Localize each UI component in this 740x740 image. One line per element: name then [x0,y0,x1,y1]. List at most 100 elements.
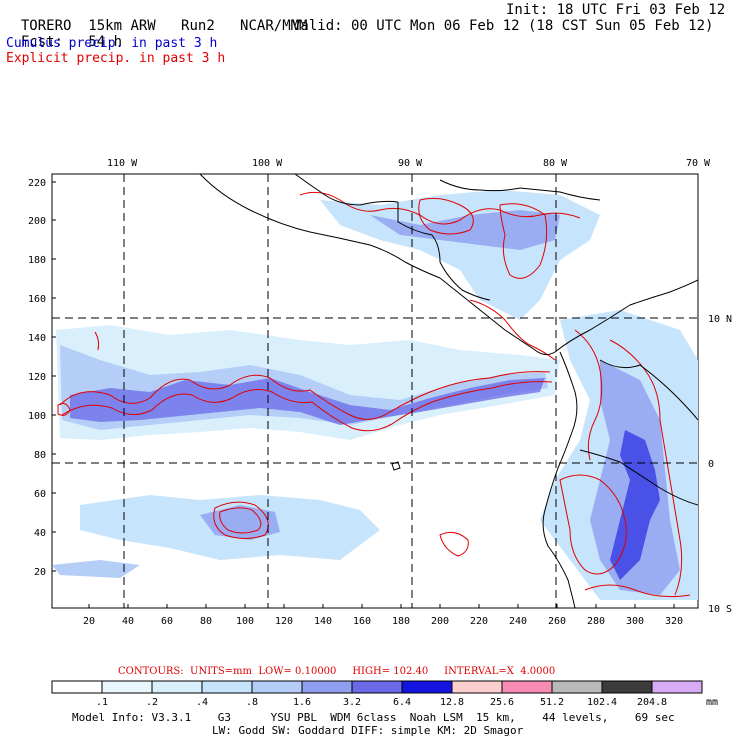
colorbar-label: 102.4 [587,697,617,708]
colorbar-cell [651,680,703,694]
colorbar-label: 25.6 [490,697,514,708]
cumulus-southwest-strip [52,560,140,578]
x-tick: 160 [353,616,371,627]
fcst-label: Fcst: [20,34,64,50]
colorbar-cell [251,680,303,694]
lat-label-10n: 10 N [708,314,732,325]
lon-label-90w: 90 W [398,158,423,169]
colorbar-cell [301,680,353,694]
model-info-line2: LW: Godd SW: Goddard DIFF: simple KM: 2D… [212,724,524,737]
colorbar-cell [201,680,253,694]
y-tick: 120 [28,372,46,383]
lat-label-0: 0 [708,459,714,470]
colorbar-cell [401,680,453,694]
x-tick: 40 [122,616,134,627]
lon-label-80w: 80 W [543,158,568,169]
contour-units: UNITS=mm [190,666,253,677]
org-label: NCAR/MMM [240,18,308,34]
contour-label: CONTOURS: [118,666,184,677]
lon-label-70w: 70 W [686,158,711,169]
y-tick: 20 [34,567,46,578]
colorbar-label: .4 [196,697,208,708]
y-tick: 80 [34,450,46,461]
x-index-labels: 20 40 60 80 100 120 140 160 180 200 220 … [83,616,683,627]
colorbar-units: mm [706,697,718,708]
colorbar-label: 1.6 [293,697,311,708]
forecast-hour: Fcst: 54 h [4,18,122,50]
valid-time: Valid: 00 UTC Mon 06 Feb 12 (18 CST Sun … [292,18,714,34]
coast-caribbean [439,179,601,201]
y-tick: 200 [28,216,46,227]
colorbar-cell [101,680,153,694]
cumulus-caribbean-core [370,210,560,250]
fcst-value: 54 h [88,34,123,50]
coast-southamerica-west [542,351,578,608]
contour-info: CONTOURS: UNITS=mm LOW= 0.10000 HIGH= 10… [118,666,555,677]
x-tick: 200 [431,616,449,627]
coast-yucatan [397,202,491,301]
run-label: Run2 [181,18,215,34]
cumulus-field-label: Cumulus precip. in past 3 h [6,36,218,51]
colorbar-label: 6.4 [393,697,411,708]
axis-ticks [52,181,675,608]
colorbar-label: .2 [146,697,158,708]
contour-interval: INTERVAL=X 4.0000 [444,666,556,677]
colorbar: .1 .2 .4 .8 1.6 3.2 6.4 12.8 25.6 51.2 102.4 204.8 m… [51,680,718,708]
init-time: Init: 18 UTC Fri 03 Feb 12 [506,2,726,18]
latlon-grid [52,174,698,608]
x-tick: 220 [470,616,488,627]
x-tick: 100 [236,616,254,627]
colorbar-label: .1 [96,697,108,708]
coast-peru-border [579,449,698,506]
explicit-field-label: Explicit precip. in past 3 h [6,51,226,66]
y-tick: 220 [28,178,46,189]
y-tick: 180 [28,255,46,266]
x-tick: 20 [83,616,95,627]
colorbar-cell [51,680,103,694]
lon-label-100w: 100 W [252,158,283,169]
x-tick: 240 [509,616,527,627]
x-tick: 320 [665,616,683,627]
colorbar-cell [151,680,203,694]
model-name: TORERO [20,18,72,34]
precip-layer [52,190,698,600]
contour-high: HIGH= 102.40 [352,666,429,677]
x-tick: 300 [626,616,644,627]
x-tick: 60 [161,616,173,627]
y-index-labels: 220 200 180 160 140 120 100 80 60 40 20 [28,178,46,578]
colorbar-cell [551,680,603,694]
cumulus-band-heavy [70,378,545,425]
explicit-contours [57,191,691,598]
colorbar-cell [451,680,503,694]
x-tick: 260 [548,616,566,627]
y-tick: 60 [34,489,46,500]
x-tick: 120 [275,616,293,627]
cumulus-andes-heavy [610,430,660,580]
y-tick: 160 [28,294,46,305]
y-tick: 140 [28,333,46,344]
colorbar-cell [501,680,553,694]
colorbar-cell [601,680,653,694]
coast-gulf [294,174,399,206]
lat-label-10s: 10 S [708,604,732,615]
x-tick: 280 [587,616,605,627]
lon-label-110w: 110 W [107,158,138,169]
colorbar-label: 51.2 [540,697,564,708]
coastlines [199,174,698,608]
x-tick: 140 [314,616,332,627]
colorbar-label: 3.2 [343,697,361,708]
y-tick: 100 [28,411,46,422]
colorbar-label: 12.8 [440,697,464,708]
colorbar-label: 204.8 [637,697,667,708]
colorbar-label: .8 [246,697,258,708]
coast-colombia-border [599,359,698,421]
x-tick: 80 [200,616,212,627]
colorbar-cell [351,680,403,694]
y-tick: 40 [34,528,46,539]
x-tick: 180 [392,616,410,627]
model-resolution: 15km ARW [88,18,156,34]
coast-southamerica-north [554,279,698,353]
model-info-line1: Model Info: V3.3.1 G3 YSU PBL WDM 6class… [72,711,675,724]
coast-mexico [199,174,556,356]
